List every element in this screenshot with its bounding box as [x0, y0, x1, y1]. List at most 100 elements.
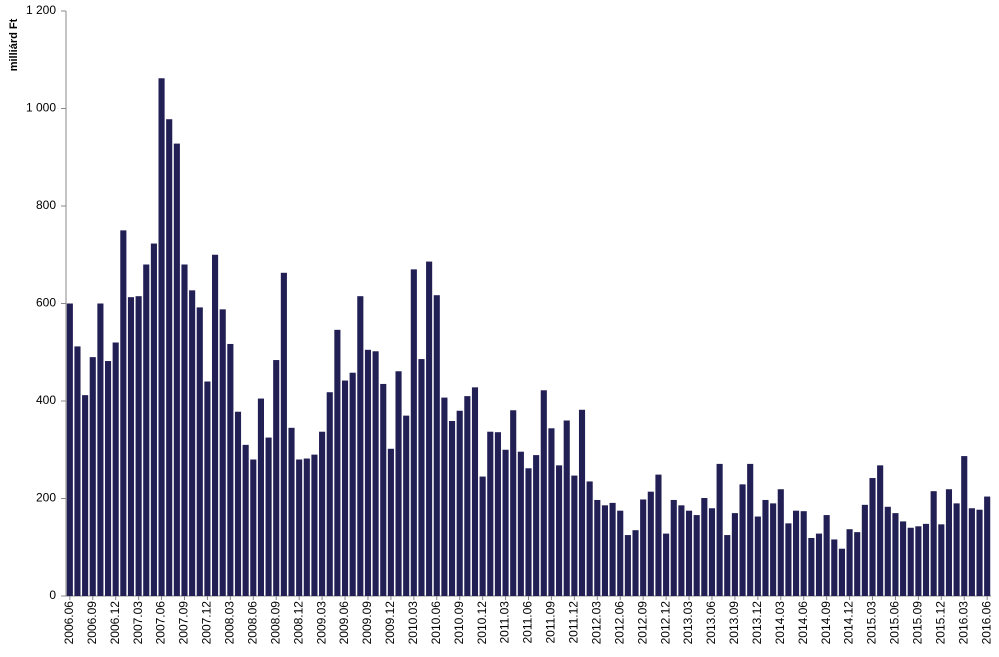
- bar: [487, 431, 494, 596]
- bar: [747, 463, 754, 596]
- y-tick-label: 800: [36, 198, 56, 212]
- bar: [632, 530, 639, 596]
- bar: [953, 503, 960, 596]
- bar: [854, 532, 861, 596]
- bar: [892, 513, 899, 596]
- bar: [777, 489, 784, 596]
- bar: [601, 505, 609, 596]
- bar: [257, 398, 264, 596]
- bar: [571, 475, 578, 596]
- y-axis-label: milliárd Ft: [8, 18, 20, 71]
- bar: [227, 343, 234, 596]
- bar: [234, 411, 242, 596]
- x-tick-label: 2007.12: [200, 601, 214, 645]
- x-tick-label: 2010.09: [452, 601, 466, 645]
- bar: [120, 230, 127, 596]
- bar: [724, 535, 731, 596]
- bar: [311, 454, 318, 596]
- bar: [586, 481, 593, 596]
- bar: [494, 432, 501, 596]
- bar: [173, 143, 180, 596]
- bar: [364, 349, 372, 596]
- bar: [181, 264, 188, 596]
- x-tick-label: 2012.03: [589, 601, 603, 645]
- bar: [540, 390, 547, 596]
- x-tick-label: 2016.06: [979, 601, 993, 645]
- x-tick-label: 2013.09: [727, 601, 741, 645]
- bar: [273, 360, 280, 596]
- bar: [831, 539, 838, 596]
- x-tick-label: 2006.06: [62, 601, 76, 645]
- bar: [349, 372, 356, 596]
- bar: [380, 383, 387, 596]
- bar: [418, 359, 425, 596]
- bar: [823, 515, 830, 596]
- bar: [915, 526, 922, 596]
- bar: [426, 261, 433, 596]
- y-tick-label: 0: [49, 588, 56, 602]
- bar: [945, 489, 953, 596]
- bar: [693, 515, 700, 596]
- bar: [204, 381, 211, 596]
- bar: [877, 465, 884, 596]
- bar: [288, 427, 295, 596]
- bar: [762, 499, 769, 596]
- x-tick-label: 2012.09: [635, 601, 649, 645]
- x-tick-label: 2014.06: [796, 601, 810, 645]
- x-tick-label: 2015.09: [911, 601, 925, 645]
- bar: [556, 465, 563, 596]
- bar: [517, 451, 524, 596]
- bar: [846, 529, 853, 596]
- bar: [403, 415, 410, 596]
- x-tick-label: 2012.06: [612, 601, 626, 645]
- bar: [471, 387, 479, 596]
- bar: [548, 428, 555, 596]
- bar: [869, 478, 876, 596]
- bar: [250, 459, 257, 596]
- x-tick-label: 2015.06: [888, 601, 902, 645]
- bar: [212, 254, 219, 596]
- x-tick-label: 2013.06: [704, 601, 718, 645]
- bar: [663, 533, 670, 596]
- bar: [433, 295, 440, 596]
- bar: [372, 351, 379, 596]
- x-tick-label: 2009.09: [360, 601, 374, 645]
- bar: [104, 361, 112, 596]
- bar: [143, 264, 150, 596]
- x-tick-label: 2007.09: [177, 601, 191, 645]
- bar: [265, 437, 272, 596]
- bar: [242, 444, 249, 596]
- x-tick-label: 2015.12: [933, 601, 947, 645]
- bar: [334, 329, 341, 596]
- bar: [112, 342, 119, 596]
- x-tick-label: 2014.03: [773, 601, 787, 645]
- bar: [785, 523, 792, 596]
- bar: [357, 296, 364, 596]
- y-tick-label: 200: [36, 491, 56, 505]
- bar: [296, 459, 303, 596]
- bar: [930, 491, 937, 596]
- bar: [464, 396, 471, 596]
- bar: [135, 296, 142, 596]
- bar: [770, 503, 777, 596]
- bar: [303, 458, 310, 596]
- x-tick-label: 2007.03: [131, 601, 145, 645]
- bar: [670, 499, 677, 596]
- bar: [968, 508, 975, 596]
- bar: [510, 410, 517, 596]
- bar: [89, 357, 96, 596]
- bar: [808, 537, 815, 596]
- bar: [655, 474, 662, 596]
- x-tick-label: 2007.06: [154, 601, 168, 645]
- y-tick-label: 1 000: [26, 101, 56, 115]
- bar: [800, 511, 807, 596]
- bar: [708, 508, 716, 596]
- bar: [793, 510, 800, 596]
- bar: [739, 484, 746, 596]
- bar: [578, 409, 586, 596]
- bar: [640, 499, 647, 596]
- bar: [410, 269, 417, 596]
- x-tick-label: 2008.06: [245, 601, 259, 645]
- bar: [219, 309, 226, 596]
- bar: [395, 371, 402, 596]
